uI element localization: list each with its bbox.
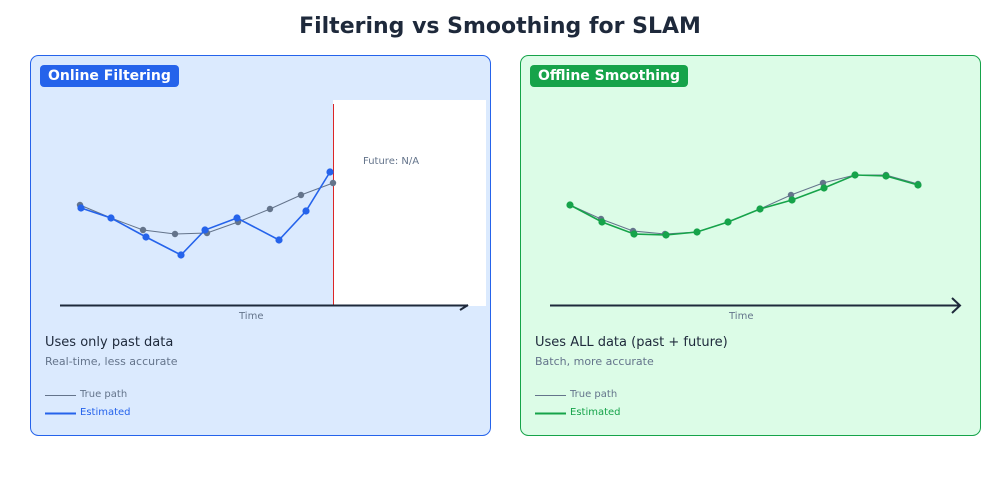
estimated-point <box>914 181 922 189</box>
time-axis-label: Time <box>239 311 264 322</box>
estimated-point <box>630 230 638 238</box>
estimated-point <box>882 172 890 180</box>
time-axis-label: Time <box>729 311 754 322</box>
filtering-subtitle: Real-time, less accurate <box>45 355 178 368</box>
estimated-point <box>851 171 859 179</box>
estimated-point <box>326 168 334 176</box>
estimated-point <box>275 236 283 244</box>
estimated-line <box>569 174 919 236</box>
smoothing-panel <box>520 55 981 436</box>
legend-true-path-label: True path <box>80 389 128 400</box>
true-path-point <box>329 179 337 187</box>
true-path-point <box>266 205 274 213</box>
smoothing-badge: Offline Smoothing <box>530 65 689 87</box>
legend-true-path-label: True path <box>570 389 618 400</box>
filtering-badge: Online Filtering <box>40 65 179 87</box>
estimated-point <box>107 214 115 222</box>
smoothing-heading: Uses ALL data (past + future) <box>535 335 728 350</box>
estimated-point <box>233 214 241 222</box>
axis-arrow-icon <box>459 304 469 311</box>
estimated-point <box>756 205 764 213</box>
estimated-point <box>724 218 732 226</box>
filtering-series <box>76 168 337 259</box>
smoothing-series <box>566 171 922 239</box>
true-path-point <box>297 191 305 199</box>
estimated-point <box>77 204 85 212</box>
true-path-point <box>171 230 179 238</box>
smoothing-subtitle: Batch, more accurate <box>535 355 654 368</box>
future-region <box>333 100 486 306</box>
estimated-point <box>142 233 150 241</box>
true-path-point <box>139 226 147 234</box>
filtering-heading: Uses only past data <box>45 335 174 350</box>
estimated-point <box>302 207 310 215</box>
legend-estimated-label: Estimated <box>570 407 621 418</box>
estimated-point <box>201 226 209 234</box>
future-label: Future: N/A <box>363 156 420 167</box>
estimated-point <box>820 184 828 192</box>
estimated-point <box>693 228 701 236</box>
estimated-point <box>177 251 185 259</box>
legend-estimated-label: Estimated <box>80 407 131 418</box>
estimated-point <box>566 201 574 209</box>
axis-arrow-icon <box>951 297 962 314</box>
page-title: Filtering vs Smoothing for SLAM <box>299 14 701 39</box>
estimated-point <box>598 218 606 226</box>
estimated-point <box>662 231 670 239</box>
estimated-point <box>788 196 796 204</box>
